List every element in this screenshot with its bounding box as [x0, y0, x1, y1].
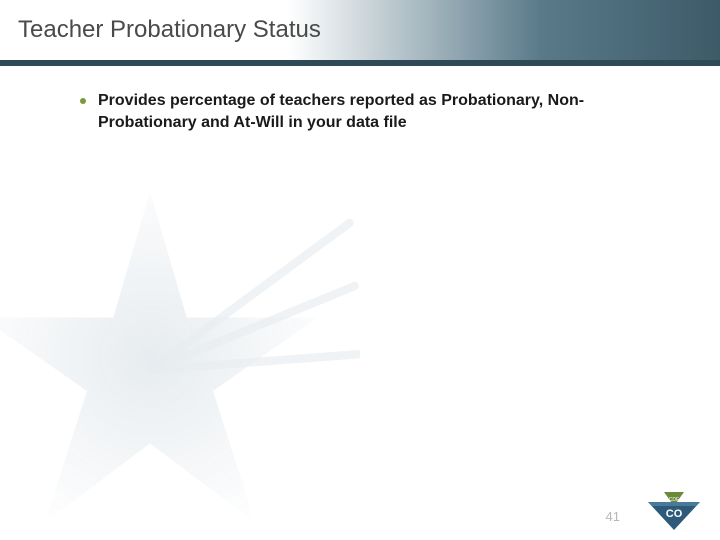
- slide-title: Teacher Probationary Status: [0, 16, 321, 44]
- bullet-dot-icon: [80, 98, 86, 104]
- bullet-text: Provides percentage of teachers reported…: [98, 90, 660, 133]
- bullet-item: Provides percentage of teachers reported…: [80, 90, 660, 133]
- body-content: Provides percentage of teachers reported…: [80, 90, 660, 133]
- star-background-icon: [0, 160, 360, 540]
- cde-logo-icon: CDE CO: [640, 490, 702, 530]
- header-divider: [0, 60, 720, 66]
- logo-main-text: CO: [666, 508, 683, 520]
- header-bar: Teacher Probationary Status: [0, 0, 720, 60]
- slide: Teacher Probationary Status Provides per…: [0, 0, 720, 540]
- page-number: 41: [606, 509, 620, 524]
